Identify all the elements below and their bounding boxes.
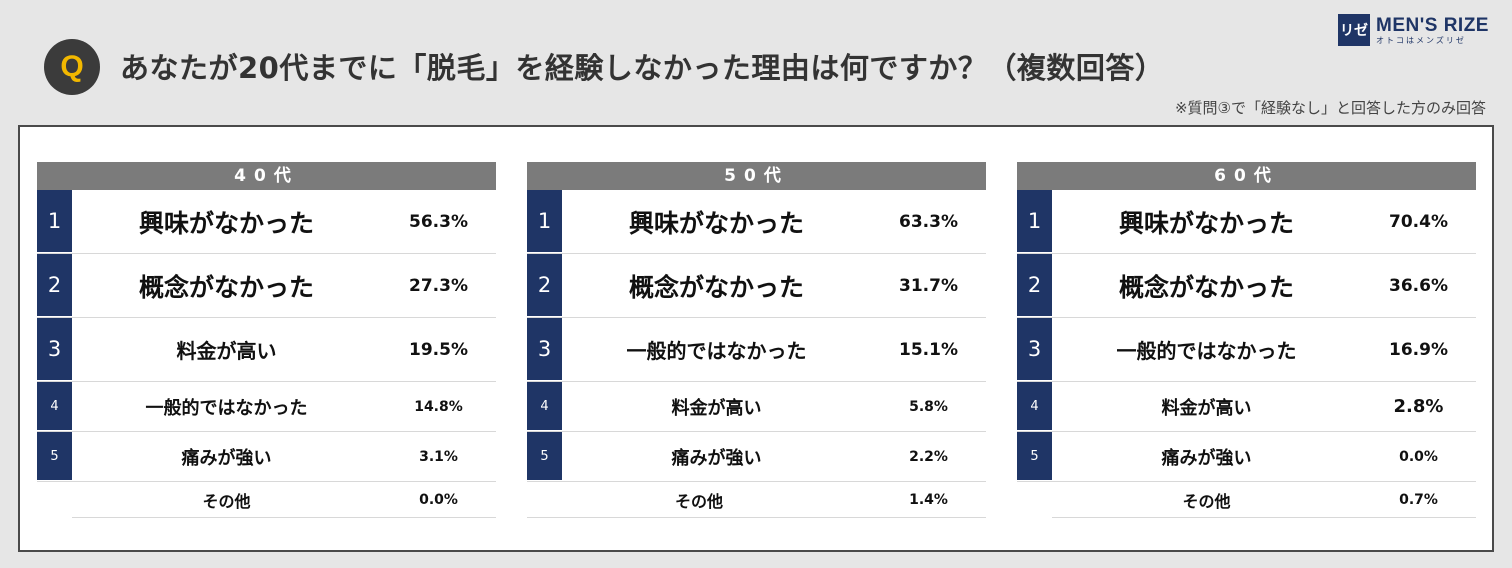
rank-number: 4 (527, 382, 562, 431)
reason-percent: 0.0% (419, 491, 458, 508)
table-row-other: その他 0.7% (1052, 482, 1476, 518)
reason-percent: 56.3% (409, 211, 468, 232)
question-title: あなたが20代までに「脱毛」を経験しなかった理由は何ですか？（複数回答） (120, 51, 1165, 85)
rank-number: 1 (1017, 190, 1052, 253)
table-header: 60代 (1017, 162, 1476, 190)
ranking-table-40s: 40代 1 興味がなかった 56.3% 2 概念がなかった 27.3% 3 料金… (37, 162, 496, 518)
reason-label: 一般的ではなかった (1116, 339, 1297, 363)
table-row: 1 興味がなかった 56.3% (37, 190, 496, 254)
reason-label: 料金が高い (1161, 397, 1252, 419)
question-badge: Q (44, 39, 100, 95)
respondent-note: ※質問③で「経験なし」と回答した方のみ回答 (1174, 99, 1486, 117)
rank-number: 2 (527, 254, 562, 317)
table-row-other: その他 0.0% (72, 482, 496, 518)
reason-label: 概念がなかった (138, 272, 314, 302)
reason-label: その他 (202, 491, 251, 511)
reason-label: 概念がなかった (628, 272, 804, 302)
reason-percent: 1.4% (909, 491, 948, 508)
table-row: 4 一般的ではなかった 14.8% (37, 382, 496, 432)
reason-percent: 0.7% (1399, 491, 1438, 508)
table-row: 2 概念がなかった 31.7% (527, 254, 986, 318)
reason-label: 一般的ではなかった (145, 397, 308, 419)
reason-percent: 36.6% (1389, 275, 1448, 296)
reason-percent: 19.5% (409, 339, 468, 360)
reason-label: その他 (674, 491, 723, 511)
reason-label: 料金が高い (176, 339, 277, 363)
reason-label: 痛みが強い (181, 447, 272, 469)
table-header: 50代 (527, 162, 986, 190)
logo-mark: リゼ (1338, 14, 1370, 46)
reason-percent: 0.0% (1399, 448, 1438, 465)
reason-percent: 15.1% (899, 339, 958, 360)
rank-number: 1 (527, 190, 562, 253)
reason-percent: 70.4% (1389, 211, 1448, 232)
rank-number: 2 (37, 254, 72, 317)
rank-number: 5 (1017, 432, 1052, 481)
table-row: 5 痛みが強い 2.2% (527, 432, 986, 482)
rank-number: 5 (37, 432, 72, 481)
reason-percent: 31.7% (899, 275, 958, 296)
table-row: 1 興味がなかった 63.3% (527, 190, 986, 254)
reason-percent: 16.9% (1389, 339, 1448, 360)
rank-number: 3 (37, 318, 72, 381)
table-row: 3 料金が高い 19.5% (37, 318, 496, 382)
table-row: 3 一般的ではなかった 16.9% (1017, 318, 1476, 382)
table-row: 2 概念がなかった 27.3% (37, 254, 496, 318)
brand-logo: リゼ MEN'S RIZE オトコはメンズリゼ (1338, 14, 1489, 46)
reason-label: 痛みが強い (671, 447, 762, 469)
reason-percent: 2.8% (1393, 396, 1444, 417)
rank-number: 5 (527, 432, 562, 481)
reason-label: 料金が高い (671, 397, 762, 419)
rank-number: 3 (1017, 318, 1052, 381)
ranking-table-60s: 60代 1 興味がなかった 70.4% 2 概念がなかった 36.6% 3 一般… (1017, 162, 1476, 518)
reason-percent: 5.8% (909, 398, 948, 415)
reason-percent: 27.3% (409, 275, 468, 296)
reason-percent: 63.3% (899, 211, 958, 232)
table-row: 2 概念がなかった 36.6% (1017, 254, 1476, 318)
results-panel: 40代 1 興味がなかった 56.3% 2 概念がなかった 27.3% 3 料金… (18, 125, 1494, 552)
reason-label: 一般的ではなかった (626, 339, 807, 363)
reason-label: 興味がなかった (138, 208, 314, 238)
question-badge-letter: Q (60, 50, 84, 83)
table-row: 3 一般的ではなかった 15.1% (527, 318, 986, 382)
table-row: 5 痛みが強い 0.0% (1017, 432, 1476, 482)
reason-percent: 3.1% (419, 448, 458, 465)
reason-label: 痛みが強い (1161, 447, 1252, 469)
logo-tagline: オトコはメンズリゼ (1376, 35, 1466, 45)
rank-number: 4 (1017, 382, 1052, 431)
reason-percent: 2.2% (909, 448, 948, 465)
rank-number: 1 (37, 190, 72, 253)
table-row-other: その他 1.4% (527, 482, 986, 518)
logo-name: MEN'S RIZE (1376, 14, 1489, 36)
reason-label: 概念がなかった (1118, 272, 1294, 302)
reason-label: 興味がなかった (1118, 208, 1294, 238)
table-row: 4 料金が高い 5.8% (527, 382, 986, 432)
reason-label: 興味がなかった (628, 208, 804, 238)
reason-percent: 14.8% (414, 398, 463, 415)
table-header: 40代 (37, 162, 496, 190)
table-row: 4 料金が高い 2.8% (1017, 382, 1476, 432)
table-row: 1 興味がなかった 70.4% (1017, 190, 1476, 254)
rank-number: 3 (527, 318, 562, 381)
rank-number: 4 (37, 382, 72, 431)
reason-label: その他 (1182, 491, 1231, 511)
table-row: 5 痛みが強い 3.1% (37, 432, 496, 482)
ranking-table-50s: 50代 1 興味がなかった 63.3% 2 概念がなかった 31.7% 3 一般… (527, 162, 986, 518)
rank-number: 2 (1017, 254, 1052, 317)
